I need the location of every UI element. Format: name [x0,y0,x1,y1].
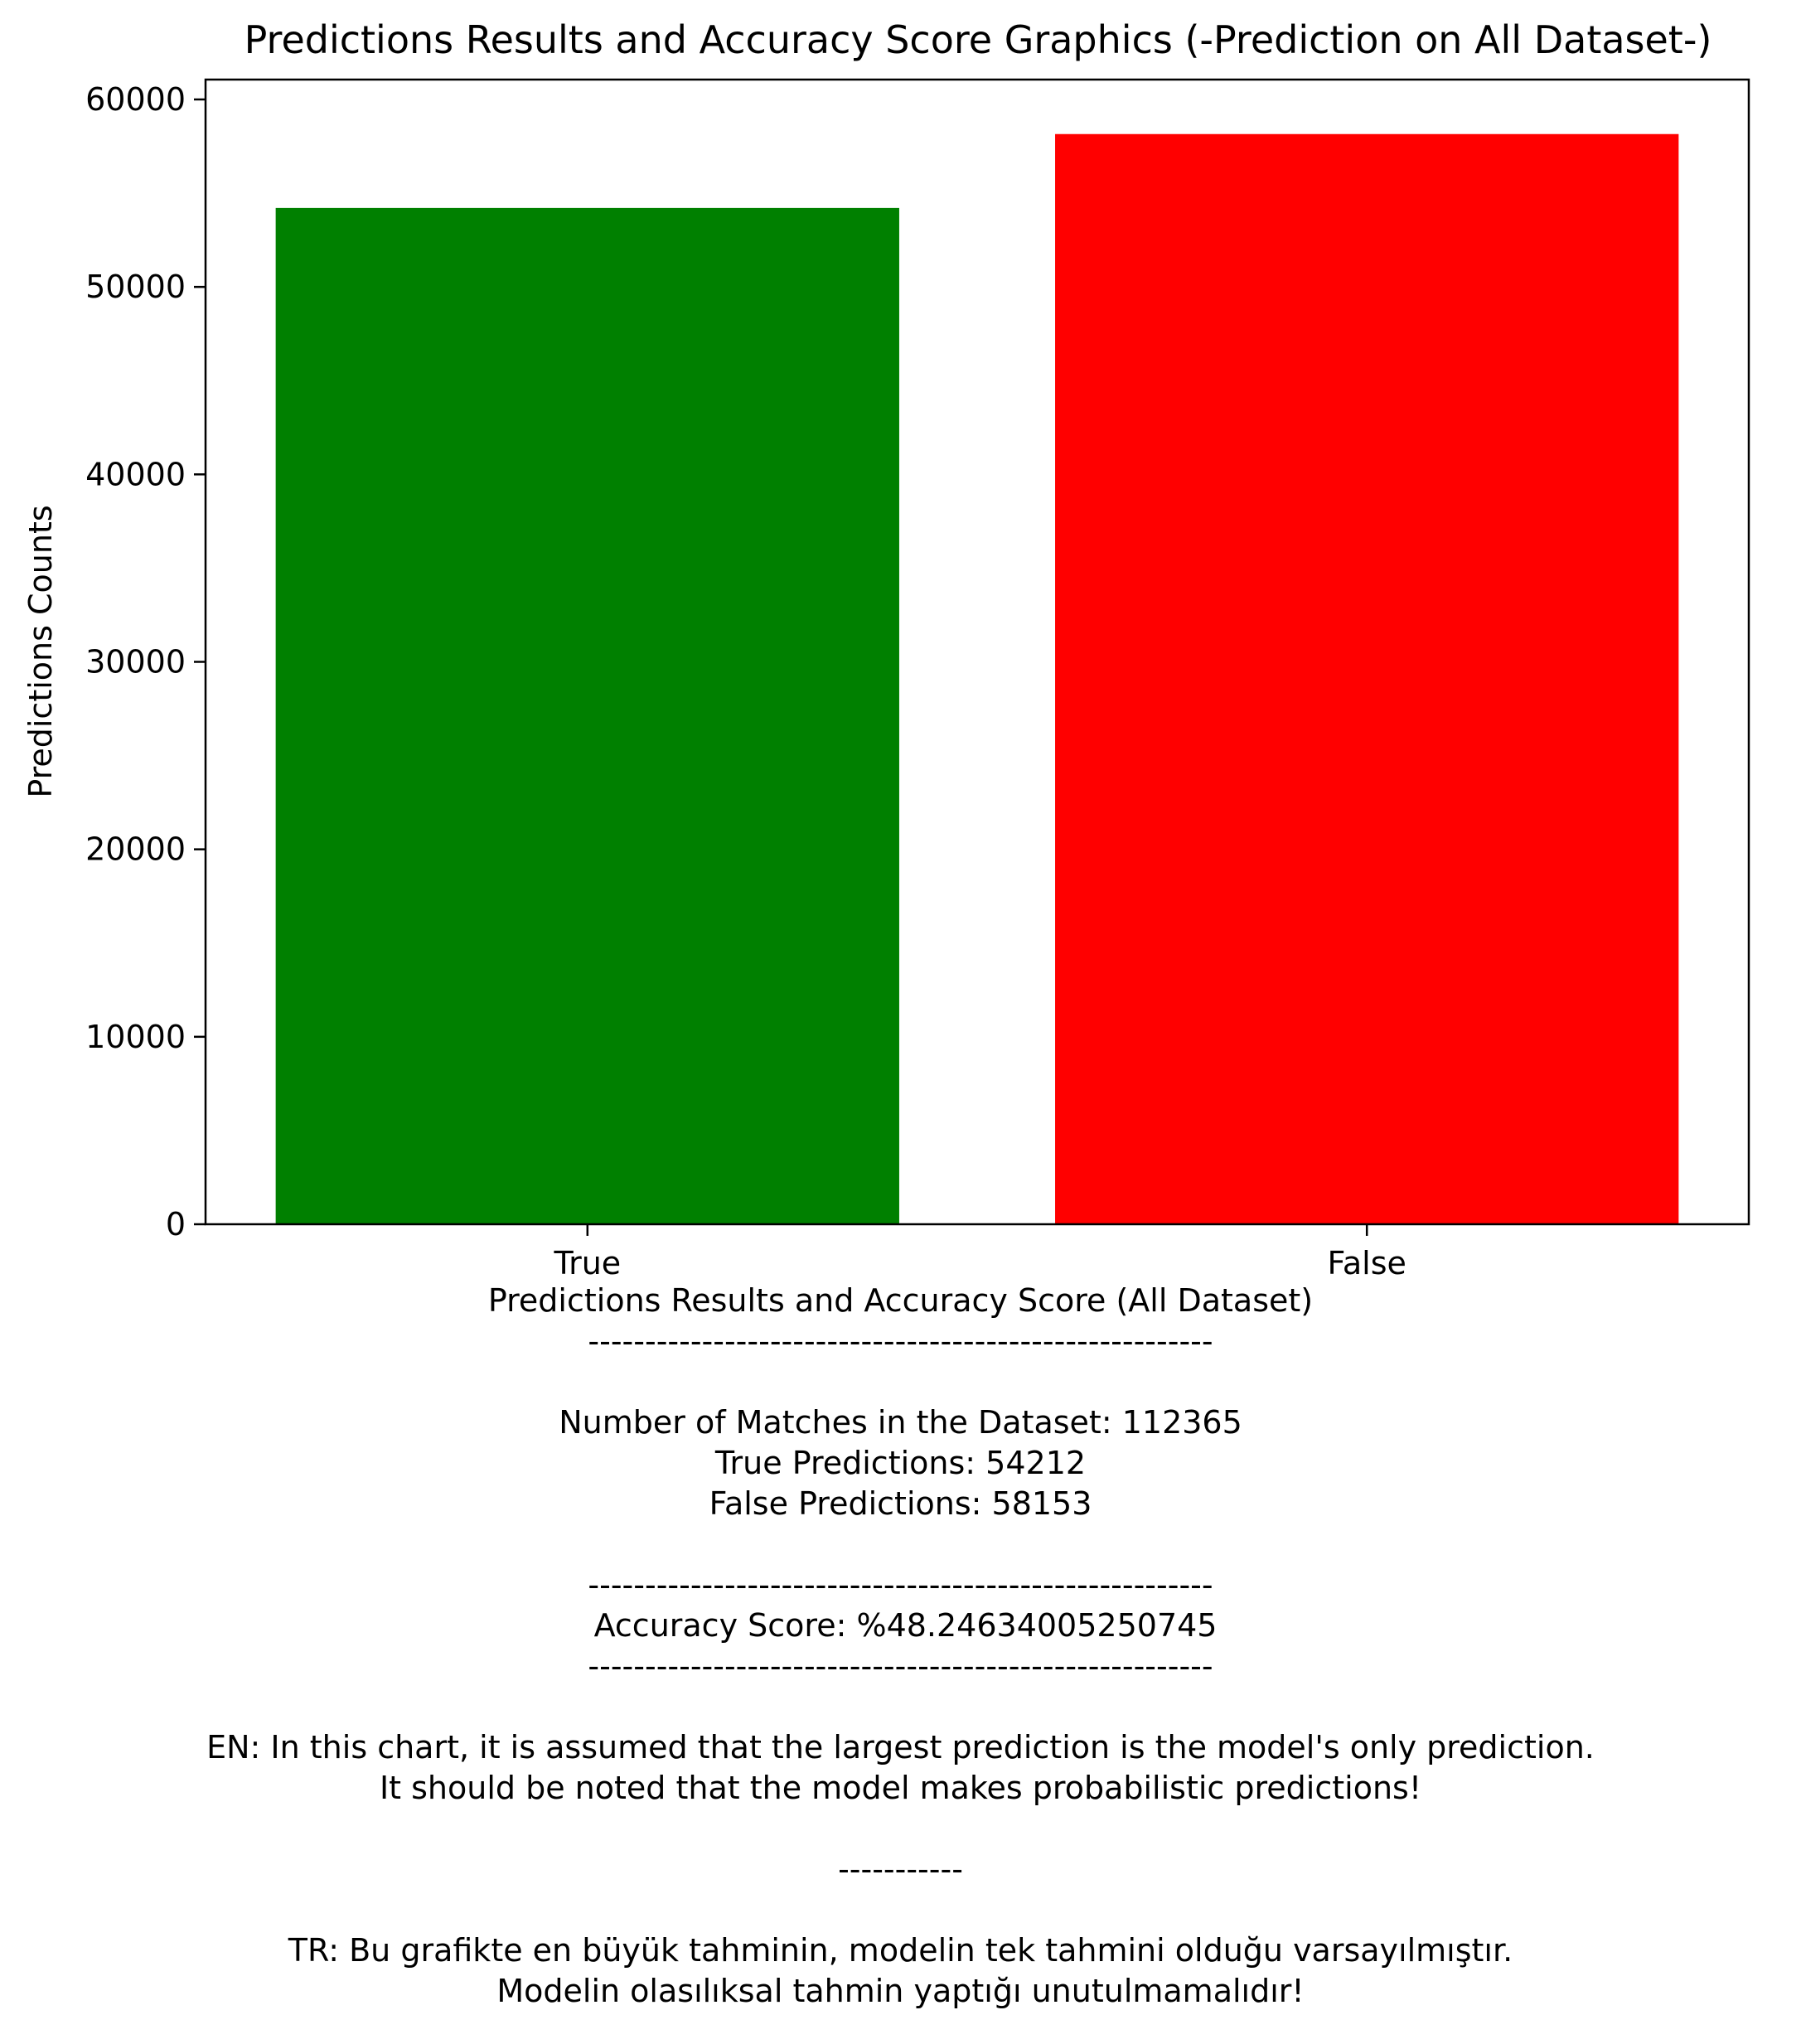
y-axis-ticks: 0 10000 20000 30000 40000 50000 60000 [85,81,206,1242]
x-axis-label-line: ----------- [838,1851,963,1887]
x-axis-label-line: It should be noted that the model makes … [379,1770,1422,1806]
x-axis-label-line: False Predictions: 58153 [709,1485,1092,1522]
x-axis-label-line [0,1362,1801,1402]
y-tick-label: 0 [166,1206,186,1242]
x-tick-label: False [1328,1245,1406,1281]
x-tick-label: True [553,1245,621,1281]
y-axis-label: Predictions Counts [22,505,59,797]
y-tick-label: 10000 [85,1019,186,1055]
y-tick-label: 30000 [85,643,186,680]
x-axis-label-line [0,1809,1801,1849]
y-tick-label: 50000 [85,269,186,305]
x-axis-label-line: EN: In this chart, it is assumed that th… [206,1729,1595,1765]
y-tick-label: 60000 [85,81,186,118]
x-axis-label-line: True Predictions: 54212 [714,1445,1087,1481]
y-tick-label: 20000 [85,831,186,868]
x-axis-label-line: ----------------------------------------… [588,1323,1213,1359]
x-axis-ticks: True False [553,1224,1406,1281]
x-axis-label-line [0,1524,1801,1565]
x-axis-label-line: Number of Matches in the Dataset: 112365 [559,1404,1242,1441]
x-axis-label-line: Predictions Results and Accuracy Score (… [487,1282,1314,1319]
x-axis-label-block: Predictions Results and Accuracy Score (… [0,1281,1801,2012]
y-tick-label: 40000 [85,456,186,492]
plot-frame [204,78,1750,1226]
x-axis-label-line: Modelin olasılıksal tahmin yaptığı unutu… [496,1973,1305,2009]
x-axis-label-line [0,1687,1801,1727]
chart-title: Predictions Results and Accuracy Score G… [244,17,1712,62]
bars [275,133,1679,1225]
bar-true [275,207,899,1225]
x-axis-label-line: Accuracy Score: %48.24634005250745 [583,1607,1218,1644]
x-axis-label-line [0,1890,1801,1930]
x-axis-label-line: ----------------------------------------… [588,1567,1213,1603]
bar-false [1055,133,1679,1224]
x-axis-label-line: ----------------------------------------… [588,1648,1213,1684]
x-axis-label-line: TR: Bu grafikte en büyük tahminin, model… [288,1932,1513,1969]
